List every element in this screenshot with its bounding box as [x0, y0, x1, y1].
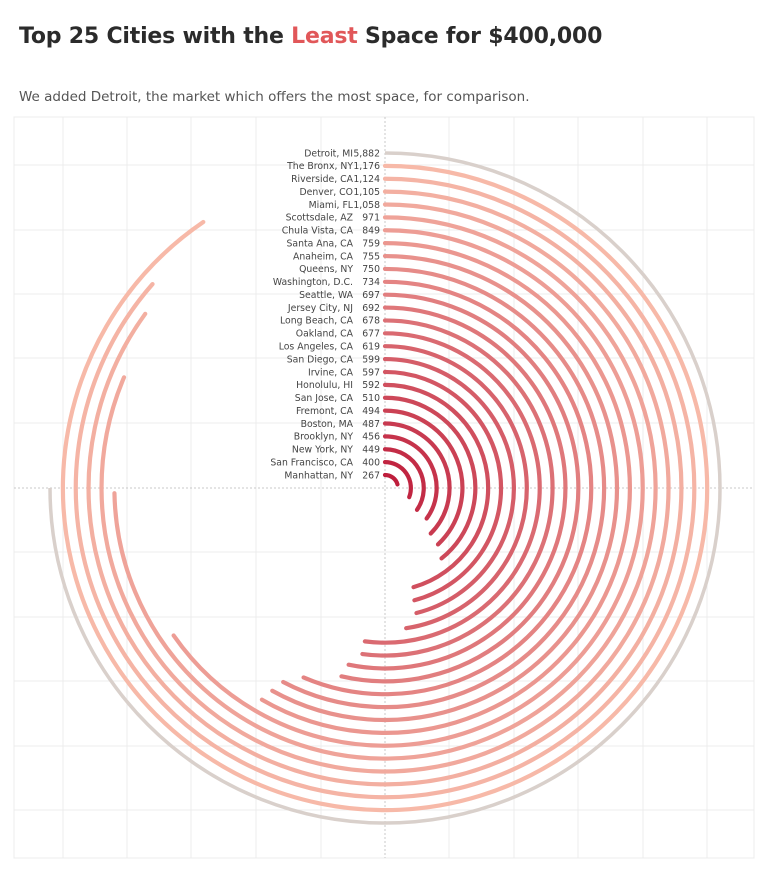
value-label: 400	[362, 457, 380, 468]
chart-title-prefix: Top 25 Cities with the	[19, 24, 292, 49]
city-label: Scottsdale, AZ	[286, 213, 353, 224]
city-label: Fremont, CA	[296, 406, 354, 417]
arc-bar	[259, 241, 632, 735]
value-label: 487	[362, 419, 380, 430]
chart-title-suffix: Space for $400,000	[357, 24, 603, 49]
value-label: 592	[362, 380, 380, 391]
value-label: 750	[362, 264, 380, 275]
city-label: Oakland, CA	[296, 329, 354, 340]
city-label: Detroit, MI	[304, 148, 353, 159]
city-label: Anaheim, CA	[293, 251, 354, 262]
value-label: 619	[362, 342, 380, 353]
value-label: 597	[362, 367, 380, 378]
city-label: Seattle, WA	[299, 290, 354, 301]
value-label: 1,105	[353, 187, 380, 198]
arc-bar	[270, 253, 620, 723]
value-label: 1,176	[353, 161, 380, 172]
value-label: 692	[362, 303, 380, 314]
city-label: Queens, NY	[299, 264, 353, 275]
city-label: Jersey City, NJ	[287, 303, 353, 314]
value-label: 734	[362, 277, 380, 288]
city-label: Long Beach, CA	[280, 316, 354, 327]
city-label: Denver, CO	[299, 187, 353, 198]
city-label: Irvine, CA	[308, 367, 354, 378]
city-label: Boston, MA	[301, 419, 354, 430]
arc-bar	[382, 472, 400, 487]
arc-bar	[339, 292, 581, 684]
value-label: 449	[362, 445, 380, 456]
value-label: 599	[362, 354, 380, 365]
arc-bar	[382, 356, 516, 616]
value-label: 5,882	[353, 148, 380, 159]
arc-bar	[60, 163, 710, 813]
value-label: 494	[362, 406, 380, 417]
chart-title-accent: Least	[291, 24, 358, 49]
city-label: San Francisco, CA	[270, 457, 353, 468]
city-label: San Diego, CA	[287, 354, 354, 365]
city-label: Brooklyn, NY	[294, 432, 354, 443]
arc-bar	[281, 266, 607, 710]
value-label: 677	[362, 329, 380, 340]
arc-layer	[48, 151, 722, 825]
arc-bar	[382, 395, 478, 561]
arc-bar	[48, 151, 722, 825]
arc-bar	[86, 189, 684, 787]
arc-bar	[382, 434, 439, 521]
arc-bar	[362, 331, 542, 645]
arc-bar	[382, 382, 491, 590]
city-label: Chula Vista, CA	[282, 226, 354, 237]
arc-bar	[382, 421, 452, 536]
city-label: Manhattan, NY	[284, 470, 353, 481]
arc-bar	[301, 279, 594, 697]
arc-bar	[382, 447, 426, 512]
city-label: Miami, FL	[309, 200, 354, 211]
value-label: 1,058	[353, 200, 380, 211]
value-label: 267	[362, 470, 380, 481]
value-label: 971	[362, 213, 380, 224]
value-label: 678	[362, 316, 380, 327]
city-label: Santa Ana, CA	[287, 238, 354, 249]
value-label: 510	[362, 393, 380, 404]
arc-bar	[382, 460, 413, 500]
arc-bar	[382, 344, 529, 631]
value-label: 849	[362, 226, 380, 237]
value-label: 759	[362, 238, 380, 249]
city-label: Washington, D.C.	[273, 277, 353, 288]
chart-title: Top 25 Cities with the Least Space for $…	[19, 24, 602, 49]
arc-bar	[171, 228, 645, 748]
city-label: New York, NY	[292, 445, 353, 456]
arc-bar	[112, 215, 658, 761]
arc-bar	[346, 305, 568, 671]
city-label: The Bronx, NY	[286, 161, 353, 172]
value-label: 697	[362, 290, 380, 301]
arc-bar	[382, 408, 465, 547]
value-label: 456	[362, 432, 380, 443]
arc-bar	[360, 318, 555, 658]
arc-bar	[99, 202, 671, 774]
city-label: Honolulu, HI	[296, 380, 353, 391]
arc-bar	[73, 176, 697, 800]
city-label: Riverside, CA	[291, 174, 354, 185]
value-label: 1,124	[353, 174, 380, 185]
value-label: 755	[362, 251, 380, 262]
chart-subtitle: We added Detroit, the market which offer…	[19, 89, 530, 105]
city-label: San Jose, CA	[295, 393, 354, 404]
city-label: Los Angeles, CA	[279, 342, 354, 353]
arc-bar	[382, 369, 504, 603]
